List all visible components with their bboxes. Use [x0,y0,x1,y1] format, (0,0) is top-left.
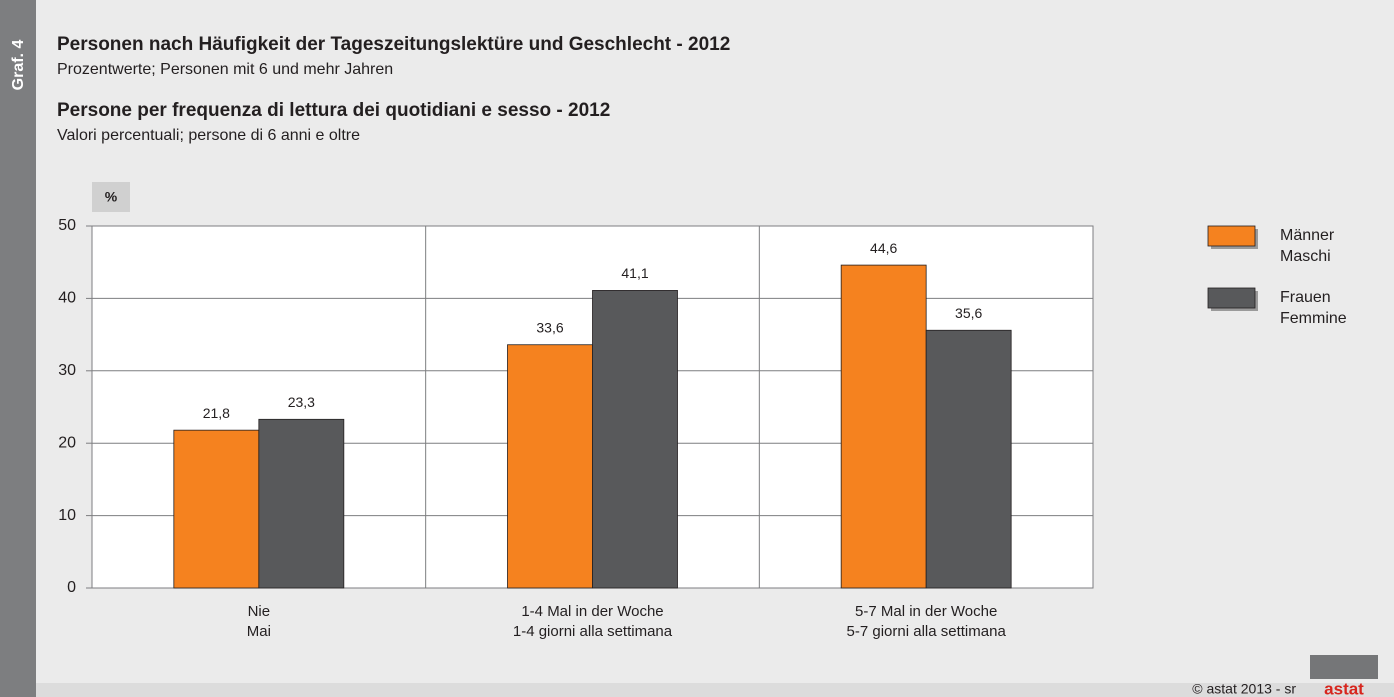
legend-label: Femmine [1280,310,1347,327]
x-tick-label: Mai [247,623,271,640]
y-label-box [92,182,130,212]
y-tick-label: 10 [58,507,76,524]
legend-label: Maschi [1280,248,1331,265]
legend-swatch [1207,287,1256,309]
data-label: 44,6 [870,240,897,256]
x-tick-label: 1-4 Mal in der Woche [521,603,663,620]
bar [507,344,593,589]
data-label: 41,1 [621,265,648,281]
logo-shape [1310,655,1378,679]
x-tick-label: Nie [248,603,271,620]
legend-swatch [1207,225,1256,247]
footer-bar [36,683,1394,697]
bar [173,429,260,589]
y-tick-label: 40 [58,290,76,307]
bar [840,264,927,589]
y-tick-label: 50 [58,217,76,234]
legend-label: Männer [1280,227,1335,244]
chart-title: Persone per frequenza di lettura dei quo… [57,100,610,121]
chart-title: Personen nach Häufigkeit der Tageszeitun… [57,34,730,55]
x-tick-label: 5-7 Mal in der Woche [855,603,997,620]
data-label: 21,8 [203,405,230,421]
x-tick-label: 5-7 giorni alla settimana [847,623,1007,640]
graph-label: Graf. 4 [10,40,27,91]
bar [925,329,1012,589]
data-label: 33,6 [536,319,563,335]
chart-subtitle: Prozentwerte; Personen mit 6 und mehr Ja… [57,61,393,78]
bar [592,290,678,589]
x-tick-label: 1-4 giorni alla settimana [513,623,673,640]
logo: astat [1324,679,1364,697]
legend-label: Frauen [1280,289,1331,306]
y-axis-label: % [105,189,118,205]
copyright: © astat 2013 - sr [1192,681,1296,697]
chart-subtitle: Valori percentuali; persone di 6 anni e … [57,127,360,144]
side-strip [0,0,36,697]
bar [258,418,345,589]
y-tick-label: 0 [67,579,76,596]
data-label: 23,3 [288,394,315,410]
y-tick-label: 20 [58,434,76,451]
data-label: 35,6 [955,305,982,321]
y-tick-label: 30 [58,362,76,379]
